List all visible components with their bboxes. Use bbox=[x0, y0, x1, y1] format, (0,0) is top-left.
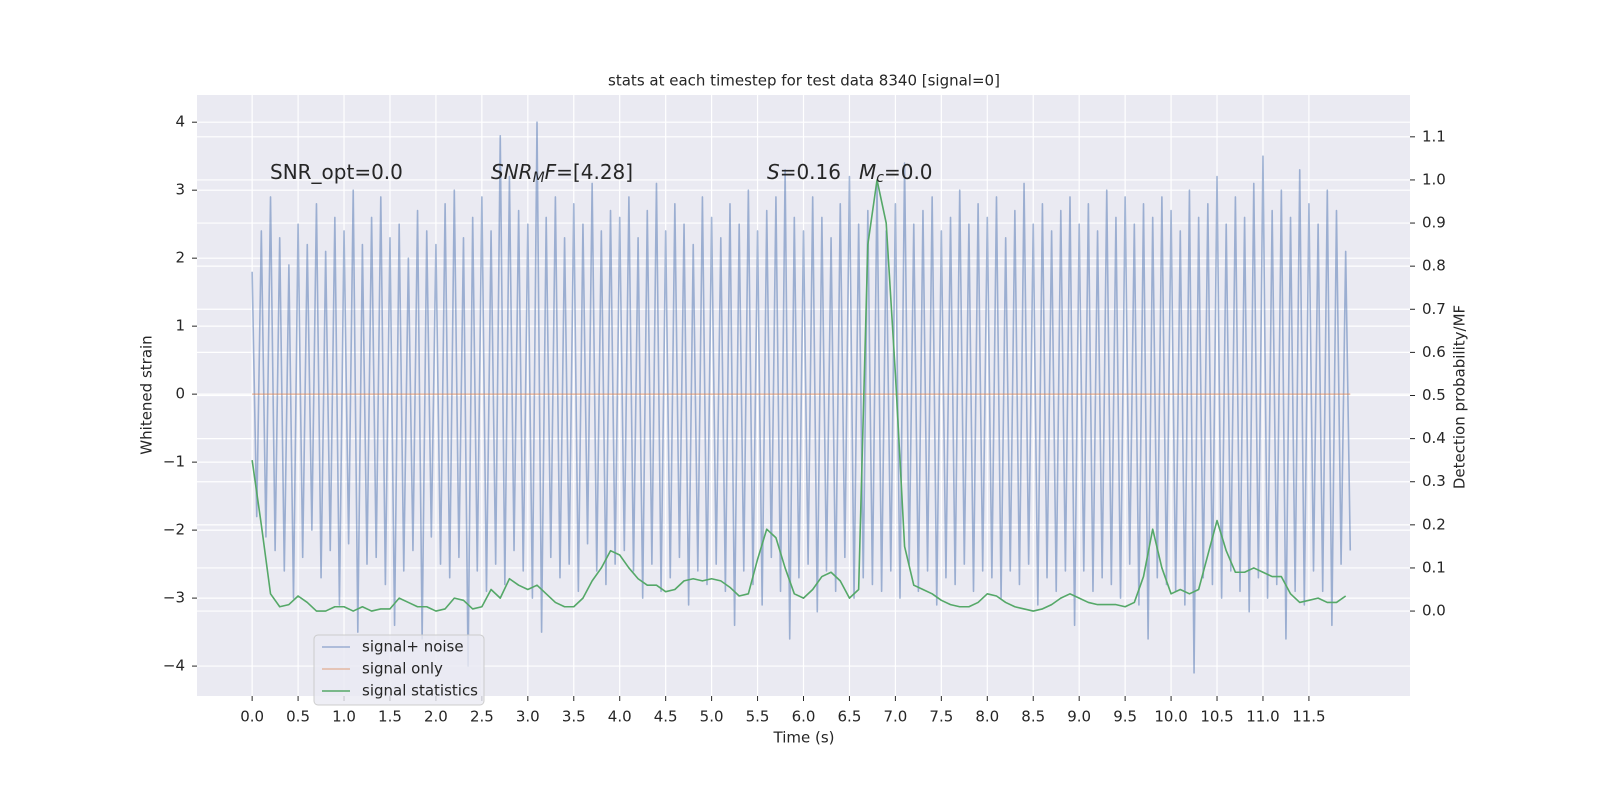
legend-label: signal statistics bbox=[362, 682, 478, 700]
x-tick-label: 6.0 bbox=[792, 708, 816, 726]
annotation-part: S bbox=[767, 160, 780, 184]
annotation: SNR_opt=0.0 bbox=[270, 160, 403, 184]
x-tick-label: 5.5 bbox=[746, 708, 770, 726]
x-tick-label: 0.0 bbox=[240, 708, 264, 726]
y2-axis-label: Detection probability/MF bbox=[1451, 305, 1469, 489]
y2-tick-label: 0.5 bbox=[1422, 386, 1446, 404]
annotation-part: M bbox=[859, 160, 876, 184]
annotation: S=0.16 bbox=[767, 160, 841, 184]
marks bbox=[251, 121, 1352, 674]
y-tick-label: 3 bbox=[175, 181, 185, 199]
y2-tick-label: 0.8 bbox=[1422, 257, 1446, 275]
x-tick-label: 7.5 bbox=[929, 708, 953, 726]
y-axis-label: Whitened strain bbox=[138, 335, 156, 454]
legend-label: signal only bbox=[362, 660, 443, 678]
series-line bbox=[251, 179, 1347, 612]
labels: 0.0 0.5 1.0 1.5 2.0 2.5 3.0 3.5 4.0 4.5 5.0 5.5 6.0 6… bbox=[163, 113, 1446, 726]
x-tick-label: 3.0 bbox=[516, 708, 540, 726]
y-tick-label: −2 bbox=[163, 521, 185, 539]
series-line bbox=[251, 121, 1352, 674]
x-tick-label: 1.5 bbox=[378, 708, 402, 726]
y2-tick-label: 0.4 bbox=[1422, 429, 1446, 447]
x-tick-label: 11.5 bbox=[1292, 708, 1325, 726]
y-tick-label: −4 bbox=[163, 657, 185, 675]
x-tick-label: 10.0 bbox=[1154, 708, 1187, 726]
x-tick-label: 5.0 bbox=[700, 708, 724, 726]
y-tick-label: 2 bbox=[175, 249, 185, 267]
y2-tick-label: 0.0 bbox=[1422, 602, 1446, 620]
annotation: SNRMF=[4.28] bbox=[491, 160, 633, 187]
x-tick-label: 11.0 bbox=[1246, 708, 1279, 726]
x-tick-label: 9.0 bbox=[1067, 708, 1091, 726]
annotation: Mc=0.0 bbox=[859, 160, 933, 187]
x-tick-label: 1.0 bbox=[332, 708, 356, 726]
x-tick-label: 2.5 bbox=[470, 708, 494, 726]
x-tick-label: 4.5 bbox=[654, 708, 678, 726]
x-tick-label: 0.5 bbox=[286, 708, 310, 726]
x-tick-label: 4.0 bbox=[608, 708, 632, 726]
x-tick-label: 9.5 bbox=[1113, 708, 1137, 726]
x-tick-label: 8.0 bbox=[975, 708, 999, 726]
y-tick-label: 4 bbox=[175, 113, 185, 131]
x-tick-label: 10.5 bbox=[1200, 708, 1233, 726]
x-tick-label: 3.5 bbox=[562, 708, 586, 726]
legend-label: signal+ noise bbox=[362, 638, 464, 656]
annotation-part: =[4.28] bbox=[556, 160, 633, 184]
y2-tick-label: 1.0 bbox=[1422, 170, 1446, 188]
annotation-part: =0.0 bbox=[884, 160, 933, 184]
legend-box bbox=[313, 634, 485, 706]
x-tick-label: 7.0 bbox=[883, 708, 907, 726]
chart-title: stats at each timestep for test data 834… bbox=[608, 72, 1000, 90]
x-axis-label: Time (s) bbox=[773, 729, 835, 747]
y2-tick-label: 0.9 bbox=[1422, 214, 1446, 232]
y-tick-label: 0 bbox=[175, 385, 185, 403]
y-tick-label: 1 bbox=[175, 317, 185, 335]
y2-tick-label: 0.1 bbox=[1422, 558, 1446, 576]
y2-tick-label: 1.1 bbox=[1422, 127, 1446, 145]
x-tick-label: 6.5 bbox=[838, 708, 862, 726]
annotation-part: SNR_opt=0.0 bbox=[270, 160, 403, 184]
y2-tick-label: 0.3 bbox=[1422, 472, 1446, 490]
y2-tick-label: 0.6 bbox=[1422, 343, 1446, 361]
y-tick-label: −3 bbox=[163, 589, 185, 607]
x-tick-label: 2.0 bbox=[424, 708, 448, 726]
annotation-part: M bbox=[533, 170, 545, 186]
annotation-part: =0.16 bbox=[780, 160, 841, 184]
annotation-part: SNR bbox=[491, 160, 533, 184]
y-tick-label: −1 bbox=[163, 453, 185, 471]
y2-tick-label: 0.2 bbox=[1422, 515, 1446, 533]
annotation-part: c bbox=[876, 170, 884, 186]
x-tick-label: 8.5 bbox=[1021, 708, 1045, 726]
annotation-part: F bbox=[545, 160, 557, 184]
y2-tick-label: 0.7 bbox=[1422, 300, 1446, 318]
